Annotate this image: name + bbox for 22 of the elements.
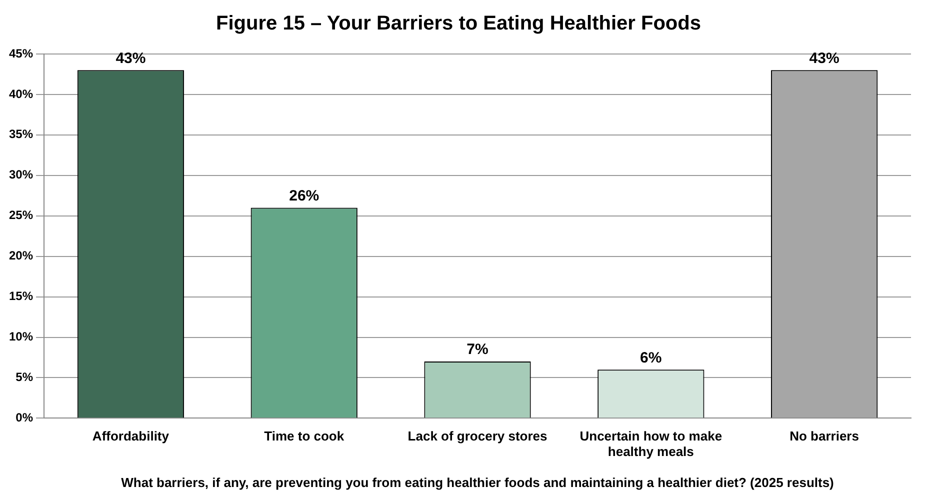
- y-tick-label: 30%: [8, 168, 34, 182]
- data-label: 7%: [466, 341, 488, 358]
- x-tick-label: No barriers: [790, 428, 859, 444]
- x-tick-label: Uncertain how to make healthy meals: [580, 428, 722, 460]
- x-tick-label: Lack of grocery stores: [408, 428, 548, 444]
- y-tick-label: 35%: [8, 127, 34, 142]
- x-axis-title: What barriers, if any, are preventing you from eating healthier foods and maintaining a healthier diet? (2025 results): [121, 474, 834, 490]
- x-tick-label: Time to cook: [264, 428, 345, 444]
- y-tick-label: 15%: [8, 289, 34, 304]
- data-label: 6%: [640, 349, 662, 366]
- data-label: 43%: [116, 50, 146, 67]
- chart-title: Figure 15 – Your Barriers to Eating Healthier Foods: [216, 12, 701, 35]
- data-label: 43%: [809, 50, 840, 67]
- y-tick-label: 40%: [8, 86, 34, 101]
- x-tick-label: Affordability: [92, 428, 170, 444]
- y-tick-label: 5%: [16, 370, 34, 384]
- y-tick-label: 25%: [8, 208, 34, 222]
- y-tick-label: 45%: [8, 46, 34, 60]
- y-tick-label: 10%: [8, 330, 34, 344]
- y-tick-label: 20%: [8, 248, 34, 263]
- y-tick-label: 0%: [16, 410, 34, 425]
- data-label: 26%: [289, 187, 320, 204]
